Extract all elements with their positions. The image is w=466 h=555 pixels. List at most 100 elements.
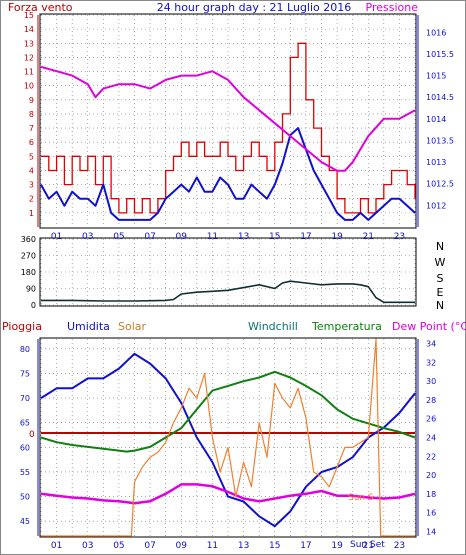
wind-tick-label: 10	[24, 82, 34, 91]
temp-tick-label: 16	[426, 509, 436, 518]
x-tick-label: 23	[394, 541, 405, 551]
temp-tick-label: 18	[426, 490, 436, 499]
humidity-tick-label: 60	[20, 443, 30, 452]
wind-tick-label: 14	[24, 25, 34, 34]
wind-tick-label: 6	[29, 138, 34, 147]
pressure-title: Pressione	[366, 1, 419, 14]
x-tick-label: 23	[394, 232, 405, 242]
temp-tick-label: 32	[426, 358, 436, 367]
rain-zero-label: 0	[29, 430, 35, 440]
wind-gust-line	[40, 127, 416, 221]
x-tick-label: 07	[144, 232, 155, 242]
x-tick-label: 17	[300, 232, 311, 242]
x-tick-label: 03	[82, 541, 93, 551]
wind-tick-label: 13	[24, 39, 34, 48]
wind-title: Forza vento	[8, 1, 73, 14]
temp-tick-label: 26	[426, 415, 436, 424]
x-tick-label: 07	[144, 541, 155, 551]
compass-e: E	[437, 286, 444, 299]
temperature-line	[40, 370, 416, 453]
x-tick-label: 15	[269, 232, 280, 242]
wind-tick-label: 3	[29, 181, 34, 190]
x-tick-label: 15	[269, 541, 280, 551]
compass-n-top: N	[436, 240, 444, 253]
legend-rain: Pioggia	[2, 320, 42, 333]
humidity-tick-label: 45	[20, 517, 30, 526]
pressure-tick-label: 1013	[426, 158, 446, 167]
x-tick-label: 17	[300, 541, 311, 551]
wind-tick-label: 11	[24, 68, 34, 77]
wind-panel: 12345678910111213141510121012.510131013.…	[24, 11, 454, 242]
humidity-tick-label: 65	[20, 419, 30, 428]
pressure-tick-label: 1016	[426, 28, 446, 37]
temperature-panel: 4550556065707580141618202224262830323401…	[20, 338, 436, 551]
direction-tick-label: 360	[21, 235, 36, 244]
humidity-tick-label: 70	[20, 394, 30, 403]
legend-temperature: Temperatura	[311, 320, 382, 333]
legend-solar: Solar	[118, 320, 147, 333]
x-tick-label: 03	[82, 232, 93, 242]
x-tick-label: 09	[176, 232, 188, 242]
pressure-tick-label: 1013.5	[426, 136, 454, 145]
wind-tick-label: 5	[29, 152, 34, 161]
panel-wind-frame	[39, 13, 417, 229]
legend-dewpoint: Dew Point (°C)	[392, 320, 466, 333]
legend-windchill: Windchill	[248, 320, 298, 333]
humidity-tick-label: 50	[20, 493, 30, 502]
x-tick-label: 21	[363, 232, 374, 242]
pressure-tick-label: 1012.5	[426, 180, 454, 189]
pressure-tick-label: 1015	[426, 72, 446, 81]
wind-tick-label: 1	[29, 209, 34, 218]
x-tick-label: 19	[331, 541, 343, 551]
x-tick-label: 05	[113, 541, 124, 551]
temp-tick-label: 20	[426, 471, 436, 480]
humidity-tick-label: 55	[20, 468, 30, 477]
humidity-tick-label: 75	[20, 369, 30, 378]
x-tick-label: 09	[176, 541, 188, 551]
x-tick-label: 11	[207, 541, 218, 551]
x-tick-label: 13	[238, 232, 249, 242]
chart-title: 24 hour graph day : 21 Luglio 2016	[157, 1, 352, 14]
temp-tick-label: 28	[426, 396, 436, 405]
temp-tick-label: 30	[426, 377, 436, 386]
wind-speed-line	[41, 42, 416, 214]
legend-humidity: Umidita	[67, 320, 110, 333]
sun-set-short-label: Sun S	[348, 493, 374, 503]
wind-tick-label: 8	[29, 110, 34, 119]
direction-tick-label: 0	[31, 301, 36, 310]
temp-tick-label: 34	[426, 340, 436, 349]
wind-tick-label: 12	[24, 53, 34, 62]
temp-tick-label: 22	[426, 452, 436, 461]
x-tick-label: 05	[113, 232, 124, 242]
compass-w: W	[435, 256, 446, 269]
direction-tick-label: 180	[21, 268, 36, 277]
pressure-tick-label: 1014	[426, 115, 446, 124]
pressure-tick-label: 1012	[426, 201, 446, 210]
humidity-line	[40, 352, 416, 528]
direction-tick-label: 270	[21, 252, 36, 261]
wind-tick-label: 4	[29, 166, 34, 175]
pressure-tick-label: 1014.5	[426, 93, 454, 102]
wind-direction-line	[41, 280, 415, 304]
x-tick-label: 19	[331, 232, 343, 242]
x-tick-label: 13	[238, 541, 249, 551]
wind-tick-label: 7	[29, 124, 34, 133]
direction-tick-label: 90	[26, 285, 36, 294]
x-tick-label: 21	[363, 541, 374, 551]
humidity-tick-label: 80	[20, 345, 30, 354]
pressure-tick-label: 1015.5	[426, 50, 454, 59]
x-tick-label: 01	[51, 541, 62, 551]
x-tick-label: 11	[207, 232, 218, 242]
x-tick-label: 01	[51, 232, 62, 242]
wind-tick-label: 2	[29, 195, 34, 204]
dewpoint-line	[40, 483, 416, 505]
solar-line	[41, 338, 415, 537]
wind-tick-label: 15	[24, 11, 34, 20]
wind-tick-label: 9	[29, 96, 34, 105]
sun-set-label: Sun Set	[350, 540, 385, 550]
temp-tick-label: 24	[426, 434, 436, 443]
temp-tick-label: 14	[426, 527, 436, 536]
